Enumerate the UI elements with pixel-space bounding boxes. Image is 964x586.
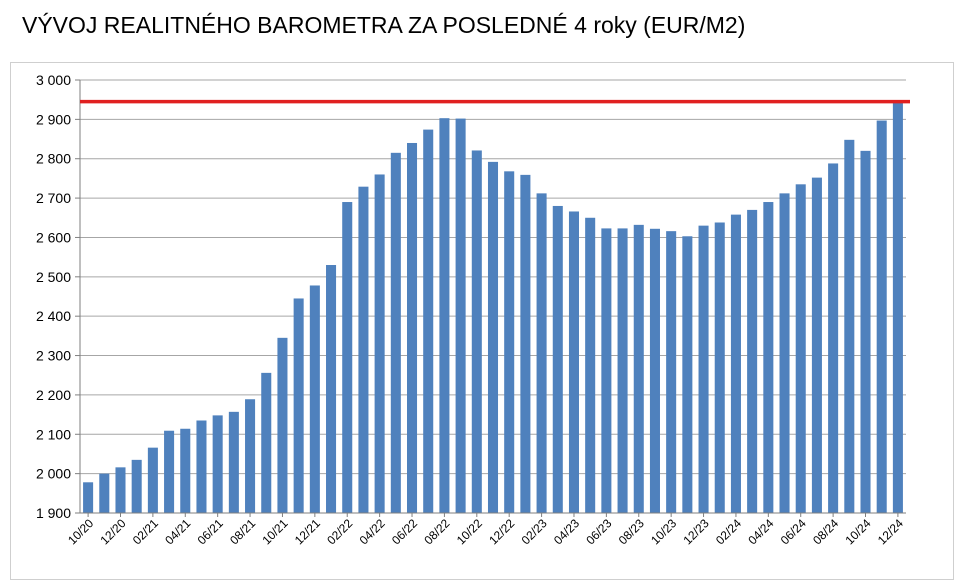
chart-title: VÝVOJ REALITNÉHO BAROMETRA ZA POSLEDNÉ 4… (22, 12, 746, 38)
y-tick-label: 2 600 (36, 229, 71, 245)
y-tick-label: 2 400 (36, 308, 71, 324)
bar (585, 217, 596, 514)
bar (326, 265, 337, 513)
bar (309, 285, 320, 513)
bar (601, 228, 612, 513)
bars (83, 101, 903, 514)
x-tick-label: 02/23 (519, 516, 550, 547)
bar (245, 399, 256, 513)
y-tick-label: 2 800 (36, 151, 71, 167)
bar (406, 142, 418, 513)
bar (261, 372, 272, 513)
bar (342, 202, 353, 513)
bar (568, 211, 580, 513)
bar (828, 163, 839, 513)
bar (455, 118, 466, 514)
bar (649, 228, 660, 513)
x-tick-label: 12/20 (97, 516, 128, 547)
bar (617, 228, 628, 513)
bar (714, 222, 725, 513)
bar (115, 467, 126, 513)
bar (698, 225, 709, 514)
bar (147, 447, 158, 513)
x-tick-label: 12/22 (486, 516, 517, 547)
x-tick-label: 04/22 (357, 516, 388, 547)
x-tick-label: 10/21 (259, 516, 290, 547)
y-tick-label: 2 700 (36, 190, 71, 206)
x-tick-label: 12/24 (875, 516, 906, 547)
x-tick-label: 08/21 (227, 516, 258, 547)
bar (228, 411, 239, 513)
bar (196, 420, 207, 513)
bar (131, 459, 142, 513)
x-tick-label: 02/21 (130, 516, 161, 547)
x-tick-label: 10/23 (648, 516, 679, 547)
x-tick-label: 06/21 (195, 516, 226, 547)
x-tick-label: 02/24 (713, 516, 744, 547)
bar (83, 482, 94, 513)
y-tick-label: 2 900 (36, 111, 71, 127)
bar (487, 161, 499, 514)
y-tick-label: 2 300 (36, 348, 71, 364)
bar (439, 118, 450, 513)
bar (779, 193, 790, 513)
bar (520, 174, 531, 513)
bar (293, 298, 304, 513)
x-tick-label: 06/24 (778, 516, 809, 547)
bar (423, 129, 434, 513)
bar (212, 415, 223, 513)
bar (730, 214, 741, 513)
bar (666, 231, 677, 513)
bar (536, 193, 547, 513)
x-tick-label: 04/24 (745, 516, 776, 547)
y-tick-label: 1 900 (36, 505, 71, 521)
bar (164, 430, 175, 513)
bar (633, 224, 644, 513)
bar (844, 139, 855, 513)
x-tick-label: 02/22 (324, 516, 355, 547)
x-tick-label: 04/21 (162, 516, 193, 547)
bar (747, 209, 758, 513)
bar (504, 171, 515, 513)
bar (552, 205, 563, 514)
bar (860, 150, 871, 513)
x-tick-label: 12/21 (292, 516, 323, 547)
bar (682, 236, 693, 514)
bar (811, 177, 822, 513)
bar (471, 150, 482, 513)
x-tick-label: 12/23 (681, 516, 712, 547)
y-tick-label: 2 500 (36, 269, 71, 285)
bar (374, 174, 385, 514)
x-tick-label: 06/22 (389, 516, 420, 547)
y-tick-label: 2 000 (36, 466, 71, 482)
x-tick-label: 08/24 (810, 516, 841, 547)
bar (180, 428, 191, 513)
x-tick-label: 04/23 (551, 516, 582, 547)
bar (795, 184, 806, 513)
bar (99, 473, 110, 513)
bar (876, 120, 887, 513)
y-tick-label: 2 100 (36, 426, 71, 442)
y-tick-label: 3 000 (36, 72, 71, 88)
x-tick-label: 06/23 (583, 516, 614, 547)
bar (763, 202, 774, 513)
bar (390, 152, 401, 513)
y-axis-ticks: 1 900 2 000 2 100 2 200 2 300 2 400 2 500 2 600… (36, 72, 80, 521)
x-tick-label: 08/22 (421, 516, 452, 547)
x-tick-label: 08/23 (616, 516, 647, 547)
x-tick-label: 10/22 (454, 516, 485, 547)
x-tick-label: 10/24 (842, 516, 873, 547)
bar (358, 186, 369, 513)
bar (892, 101, 903, 514)
y-tick-label: 2 200 (36, 387, 71, 403)
bar (277, 337, 288, 513)
x-axis-ticks: 10/20 12/20 02/21 04/21 06/21 08/21 10/21 12/21… (65, 513, 906, 547)
